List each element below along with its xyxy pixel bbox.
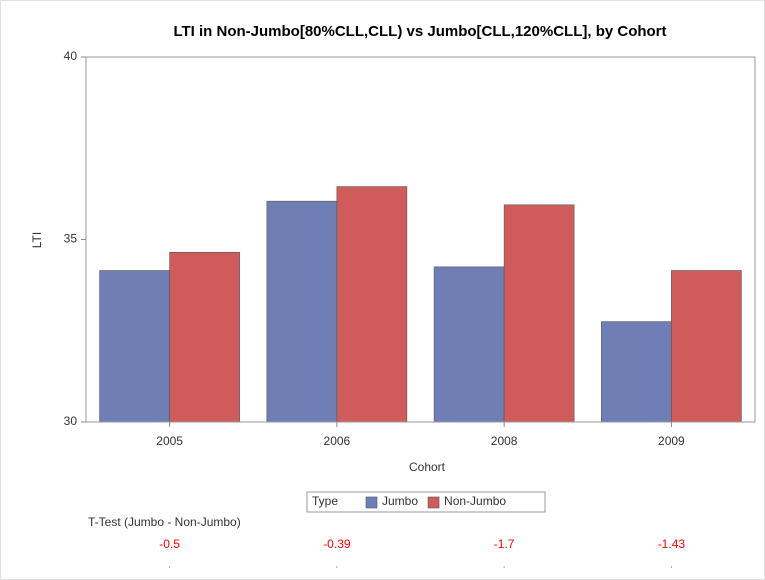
ttest-dot [169,566,171,568]
ttest-value: -0.5 [159,537,180,551]
bar [433,266,505,423]
ttest-value: -1.7 [494,537,515,551]
y-tick-label: 30 [64,414,78,428]
y-tick-label: 35 [64,232,78,246]
x-tick-label: 2009 [658,434,685,448]
ttest-dot [503,566,505,568]
legend-box [306,491,546,513]
ttest-dot [336,566,338,568]
bar [671,270,742,423]
ttest-dot [670,566,672,568]
x-tick-label: 2006 [324,434,351,448]
legend-swatch [365,496,378,509]
legend-label: Non-Jumbo [444,494,506,508]
ttest-value: -0.39 [323,537,351,551]
x-tick-label: 2008 [491,434,518,448]
x-axis-label: Cohort [409,460,446,474]
y-tick-label: 40 [64,49,78,63]
x-tick-label: 2005 [156,434,183,448]
bar [266,200,338,423]
legend-label: Jumbo [382,494,418,508]
legend-swatch [427,496,440,509]
legend-title: Type [312,494,338,508]
bar [503,204,575,423]
bar [99,270,170,423]
plot-frame [85,56,756,423]
chart-title: LTI in Non-Jumbo[80%CLL,CLL) vs Jumbo[CL… [173,23,666,40]
ttest-label: T-Test (Jumbo - Non-Jumbo) [88,515,241,529]
bar [336,186,408,423]
ttest-value: -1.43 [658,537,686,551]
bar [169,251,240,423]
bar [601,321,672,423]
y-axis-label: LTI [30,232,44,248]
